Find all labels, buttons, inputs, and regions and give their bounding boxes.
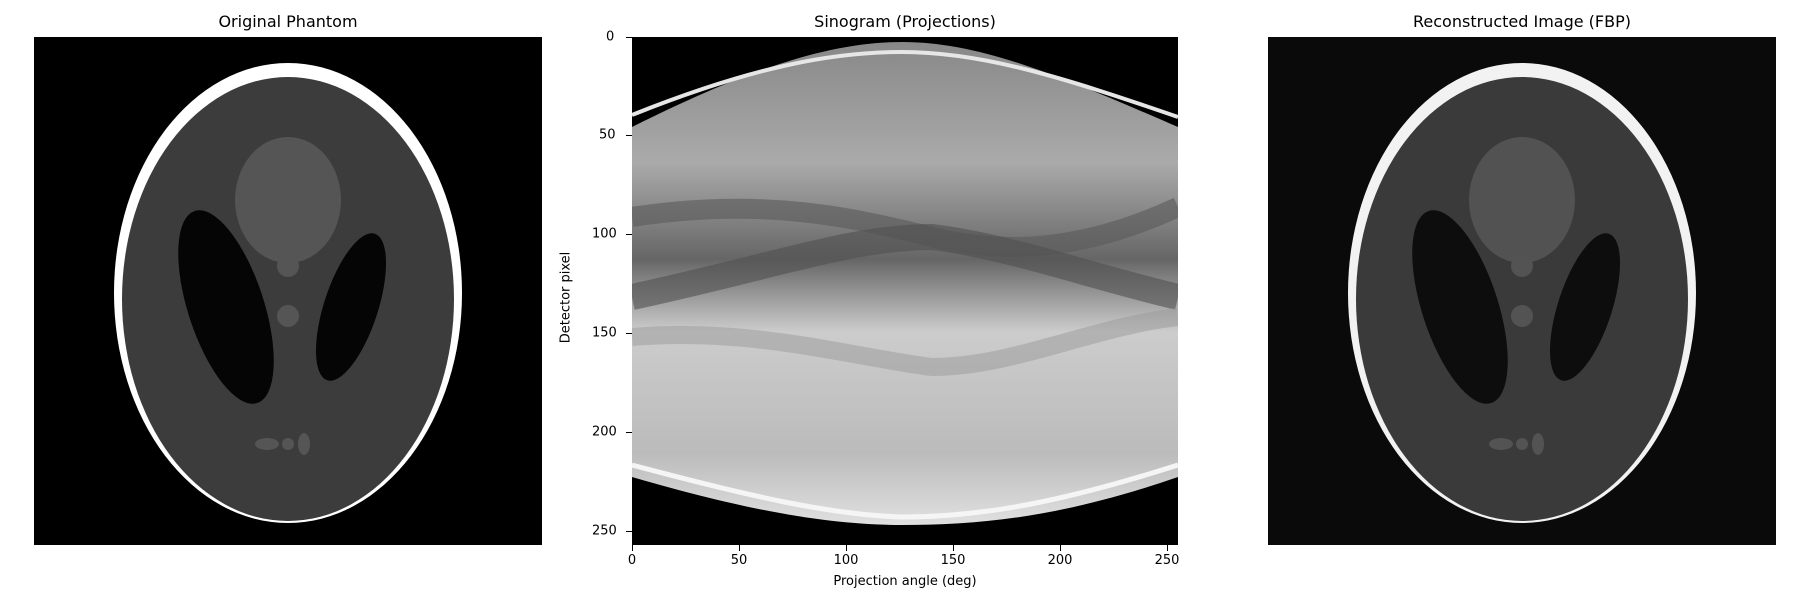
ytick-label-50: 50 [599,127,616,143]
sinogram-y-label: Detector pixel [558,251,574,344]
xtick-mark-100 [846,545,847,551]
sinogram-title: Sinogram (Projections) [814,12,996,31]
xtick-mark-150 [953,545,954,551]
ytick-mark-250 [626,531,632,532]
ytick-label-250: 250 [592,523,617,539]
ytick-mark-0 [626,37,632,38]
ytick-mark-150 [626,333,632,334]
recon-title: Reconstructed Image (FBP) [1413,12,1631,31]
ytick-label-200: 200 [592,424,617,440]
phantom-image [34,37,542,545]
xtick-label-150: 150 [940,553,966,568]
ytick-label-150: 150 [592,325,617,341]
phantom-title: Original Phantom [218,12,358,31]
sinogram-image [632,37,1178,545]
sinogram-x-label: Projection angle (deg) [833,574,977,589]
reconstruction-image [1268,37,1776,545]
ytick-label-0: 0 [606,29,615,45]
xtick-label-200: 200 [1047,553,1073,568]
xtick-label-250: 250 [1154,553,1180,568]
ytick-mark-200 [626,432,632,433]
xtick-mark-50 [739,545,740,551]
xtick-mark-0 [632,545,633,551]
xtick-mark-200 [1060,545,1061,551]
xtick-label-100: 100 [833,553,859,568]
xtick-mark-250 [1167,545,1168,551]
xtick-label-0: 0 [627,553,637,568]
ytick-mark-100 [626,234,632,235]
ytick-mark-50 [626,135,632,136]
ytick-label-100: 100 [592,226,617,242]
xtick-label-50: 50 [730,553,748,568]
